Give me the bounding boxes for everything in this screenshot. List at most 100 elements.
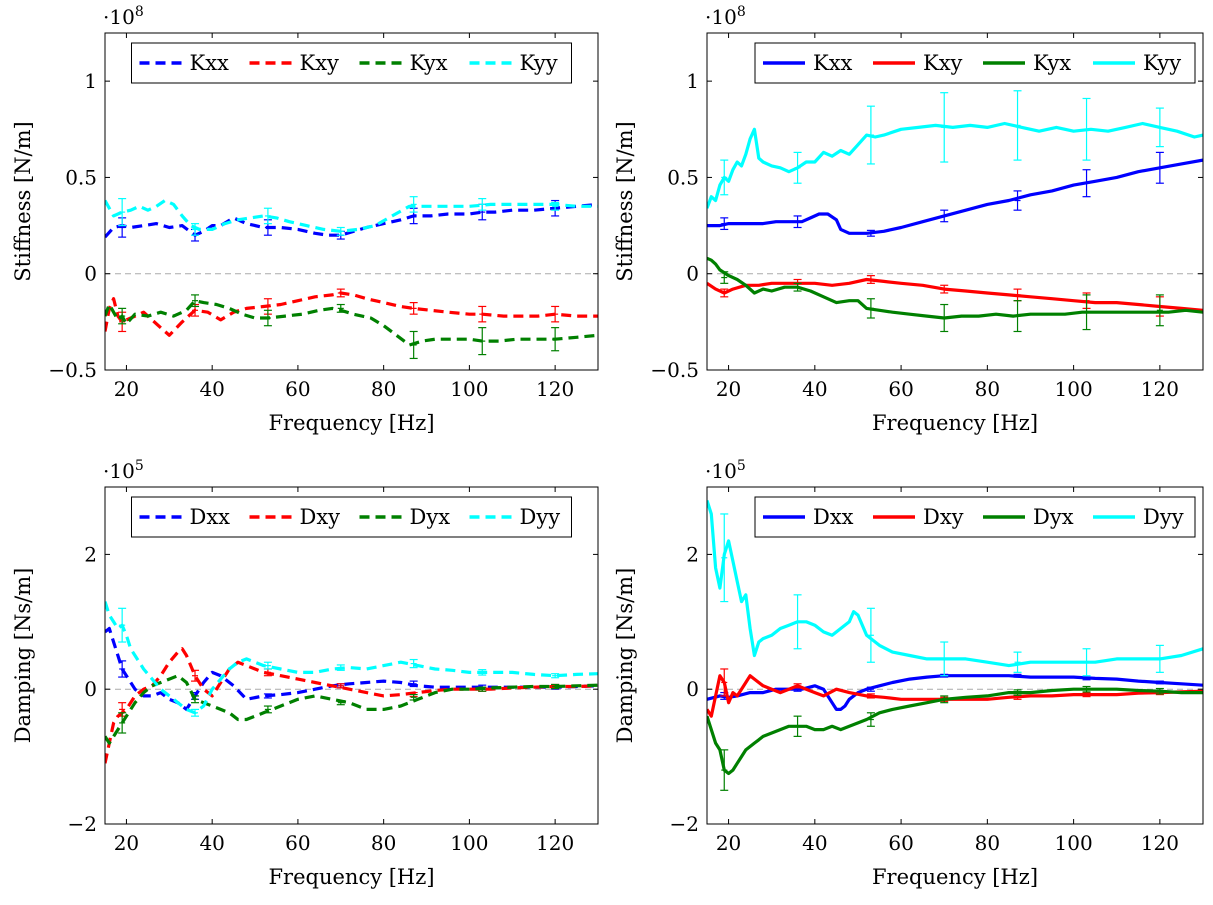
errorbar-kyy xyxy=(720,159,729,196)
axes-frame xyxy=(706,486,1204,825)
y-tick-label: 0.5 xyxy=(65,165,97,189)
errorbar-dyx xyxy=(118,712,127,734)
errorbar-dyy xyxy=(263,661,272,670)
series-line-dxx xyxy=(105,626,598,711)
plot-area xyxy=(707,500,1203,791)
legend-label: Kxx xyxy=(813,51,853,75)
y-tick-label: 2 xyxy=(686,542,699,566)
x-tick-label: 100 xyxy=(450,377,488,401)
axis-exponent: ·105 xyxy=(705,458,746,483)
errorbar-kyx xyxy=(478,327,487,356)
errorbar-dyx xyxy=(793,715,802,737)
y-tick-label: 0 xyxy=(84,262,97,286)
errorbar-kyx xyxy=(720,271,729,284)
errorbar-kxx xyxy=(1013,190,1022,211)
x-tick-label: 80 xyxy=(371,377,396,401)
x-tick-label: 100 xyxy=(1055,377,1093,401)
y-axis-label: Damping [Ns/m] xyxy=(11,568,35,744)
errorbar-kxy xyxy=(1013,288,1022,302)
errorbar-dxx xyxy=(1082,676,1091,681)
x-tick-label: 120 xyxy=(1141,831,1179,855)
errorbar-kxx xyxy=(940,209,949,223)
legend-box xyxy=(131,42,572,84)
axis-exponent: ·105 xyxy=(103,458,144,483)
errorbar-dxy xyxy=(336,683,345,689)
chart-damping-dashed: 20 40 60 80 100 120 −2 0 2 ·105 Frequency [Hz] Damp… xyxy=(11,458,599,889)
x-tick-label: 100 xyxy=(450,831,488,855)
y-tick-label: 2 xyxy=(84,542,97,566)
x-tick-label: 80 xyxy=(975,831,1000,855)
y-tick-label: −2 xyxy=(670,812,699,836)
legend-label: Kxx xyxy=(190,51,230,75)
errorbar-kyx xyxy=(551,327,560,352)
errorbar-dyy xyxy=(551,673,560,679)
x-axis-label: Frequency [Hz] xyxy=(872,411,1038,435)
legend-label: Dxy xyxy=(923,505,964,529)
errorbar-dyx xyxy=(336,700,345,706)
errorbar-kyy xyxy=(940,92,949,163)
errorbar-kyx xyxy=(1155,294,1164,327)
x-tick-label: 60 xyxy=(285,831,310,855)
x-tick-label: 40 xyxy=(199,831,224,855)
errorbar-dyx xyxy=(1013,689,1022,696)
y-tick-label: 1 xyxy=(84,69,97,93)
x-tick-label: 20 xyxy=(114,831,139,855)
errorbar-kyx xyxy=(263,309,272,327)
errorbar-dxx xyxy=(409,680,418,688)
errorbar-dyy xyxy=(409,658,418,669)
errorbar-dyx xyxy=(1155,687,1164,695)
legend-label: Dxx xyxy=(190,505,231,529)
chart-stiffness-dashed: 20 40 60 80 100 120 −0.5 0 0.5 1 ·108 Frequency [Hz… xyxy=(11,4,599,435)
series-line-kxx xyxy=(707,158,1203,235)
series-line-kxx xyxy=(105,202,598,239)
x-tick-label: 120 xyxy=(1141,377,1179,401)
errorbar-kyx xyxy=(1013,300,1022,333)
series-line-kxy xyxy=(707,277,1203,312)
legend-label: Dyx xyxy=(1033,505,1074,529)
errorbar-kxy xyxy=(336,288,345,298)
errorbar-dyy xyxy=(191,708,200,717)
errorbar-kxy xyxy=(940,284,949,294)
series-line-dyx xyxy=(105,674,598,745)
legend-label: Dxx xyxy=(813,505,854,529)
x-axis-label: Frequency [Hz] xyxy=(872,865,1038,889)
errorbar-kyy xyxy=(793,151,802,184)
errorbar-dxx xyxy=(263,693,272,699)
errorbar-kyx xyxy=(1082,294,1091,331)
errorbar-dxx xyxy=(1155,680,1164,685)
x-axis-label: Frequency [Hz] xyxy=(268,865,434,889)
plot-area xyxy=(105,601,598,764)
x-tick-label: 40 xyxy=(802,831,827,855)
errorbar-dxy xyxy=(793,683,802,689)
errorbar-kxy xyxy=(409,302,418,315)
x-tick-label: 60 xyxy=(888,377,913,401)
y-tick-label: 1 xyxy=(686,69,699,93)
errorbar-dyx xyxy=(263,705,272,714)
x-tick-label: 40 xyxy=(199,377,224,401)
errorbar-dyy xyxy=(866,607,875,663)
errorbar-kyy xyxy=(551,201,560,211)
errorbar-kxy xyxy=(720,288,729,298)
errorbar-kyx xyxy=(866,298,875,319)
x-tick-label: 120 xyxy=(536,831,574,855)
x-tick-label: 100 xyxy=(1055,831,1093,855)
errorbar-dyx xyxy=(720,749,729,791)
axes-frame xyxy=(104,32,599,371)
plot-area xyxy=(707,90,1203,333)
legend-label: Kyy xyxy=(1143,51,1181,75)
errorbar-dyx xyxy=(478,686,487,692)
series-line-dyx xyxy=(707,687,1203,776)
y-tick-label: 0 xyxy=(686,262,699,286)
legend-label: Kyx xyxy=(410,51,448,75)
legend-label: Dxy xyxy=(300,505,341,529)
errorbar-kyx xyxy=(191,294,200,308)
errorbar-kxx xyxy=(866,229,875,237)
errorbar-dxx xyxy=(1013,673,1022,678)
errorbar-dxy xyxy=(720,668,729,697)
errorbar-kxy xyxy=(478,305,487,323)
errorbar-dyx xyxy=(551,683,560,690)
errorbar-dyy xyxy=(336,664,345,671)
errorbar-kyy xyxy=(478,198,487,211)
y-tick-label: −2 xyxy=(68,812,97,836)
